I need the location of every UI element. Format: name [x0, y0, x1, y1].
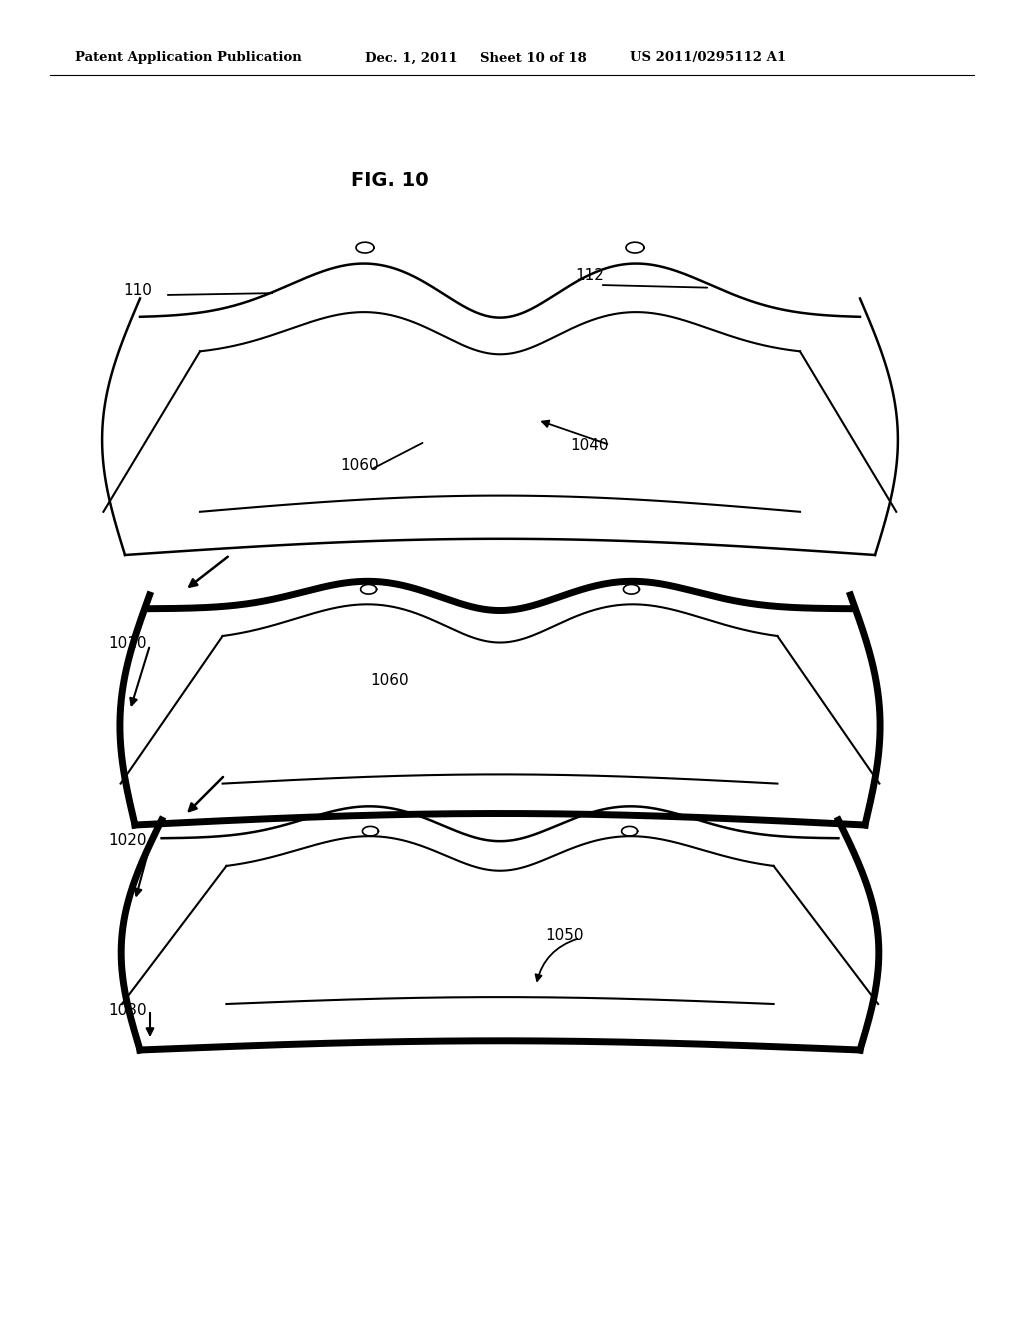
Text: 112: 112	[575, 268, 604, 282]
Text: Patent Application Publication: Patent Application Publication	[75, 51, 302, 65]
Text: 1050: 1050	[545, 928, 584, 942]
Text: 1060: 1060	[370, 673, 409, 688]
Text: Dec. 1, 2011: Dec. 1, 2011	[365, 51, 458, 65]
Text: 1060: 1060	[340, 458, 379, 473]
Text: Sheet 10 of 18: Sheet 10 of 18	[480, 51, 587, 65]
Text: 1020: 1020	[108, 833, 146, 847]
Text: 1040: 1040	[570, 438, 608, 453]
Text: 1030: 1030	[108, 1003, 146, 1018]
Text: 110: 110	[123, 282, 152, 298]
Text: US 2011/0295112 A1: US 2011/0295112 A1	[630, 51, 786, 65]
Text: 1010: 1010	[108, 636, 146, 651]
Text: FIG. 10: FIG. 10	[351, 170, 429, 190]
